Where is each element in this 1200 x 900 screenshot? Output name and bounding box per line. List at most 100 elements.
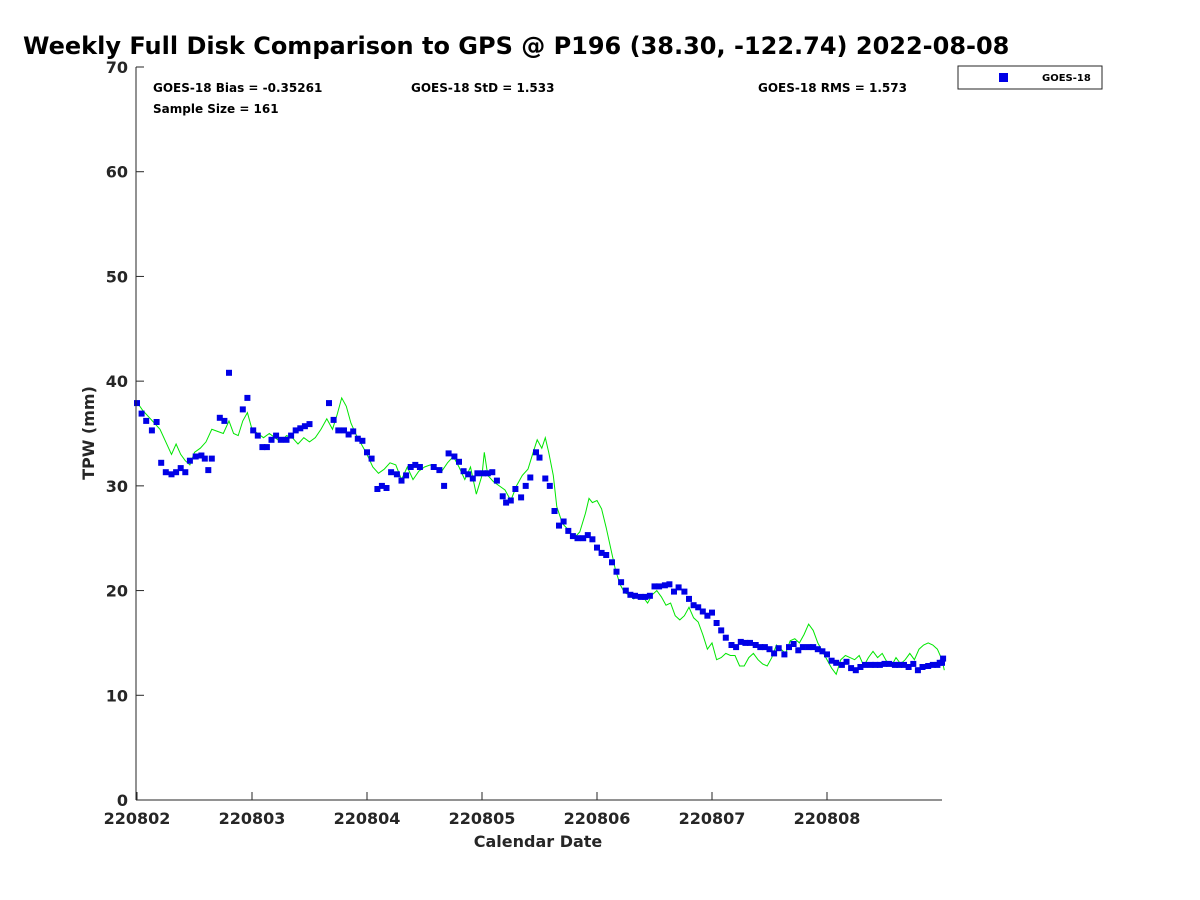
goes-18-point — [786, 644, 792, 651]
rms-stat: GOES-18 RMS = 1.573 — [758, 81, 907, 95]
goes-18-point — [872, 661, 879, 668]
goes-18-point — [805, 644, 812, 651]
plot-area — [134, 67, 947, 801]
y-tick-label: 20 — [106, 582, 128, 601]
goes-18-point — [781, 651, 788, 658]
goes-18-point — [345, 431, 352, 438]
goes-18-point — [637, 593, 644, 600]
x-tick-label: 220808 — [794, 809, 861, 828]
x-tick-label: 220805 — [449, 809, 516, 828]
goes-18-point — [301, 423, 308, 430]
legend: GOES-18 — [957, 65, 1103, 90]
goes-18-point — [292, 427, 299, 434]
goes-18-point — [627, 591, 634, 598]
goes-18-point — [598, 549, 605, 556]
goes-18-point — [594, 544, 600, 551]
goes-18-point — [416, 464, 423, 470]
goes-18-point — [268, 436, 275, 443]
x-axis-label: Calendar Date — [474, 832, 603, 851]
goes-18-point — [666, 581, 673, 588]
goes-18-point — [589, 536, 596, 543]
goes-18-point — [929, 661, 936, 668]
goes-18-point — [565, 527, 572, 534]
goes-18-point — [814, 646, 821, 653]
goes-18-point — [695, 604, 702, 611]
goes-18-point — [609, 559, 615, 566]
goes-18-point — [182, 469, 189, 476]
goes-18-point — [618, 579, 625, 586]
y-axis-ticks: 0 10 20 30 40 50 60 70 — [106, 58, 144, 810]
goes-18-point — [186, 457, 193, 464]
goes-18-point — [737, 638, 744, 645]
goes-18-point — [914, 667, 921, 674]
goes-18-point — [656, 583, 663, 590]
goes-18-point — [254, 432, 261, 439]
goes-18-point — [512, 486, 519, 492]
goes-18-point — [451, 453, 458, 460]
legend-label-goes-18: GOES-18 — [1042, 73, 1091, 84]
goes-18-point — [843, 658, 850, 665]
x-tick-label: 220804 — [334, 809, 401, 828]
goes-18-point — [522, 482, 529, 489]
goes-18-point — [216, 414, 223, 421]
goes-18-point — [288, 432, 295, 439]
goes-18-point — [143, 417, 150, 424]
goes-18-point — [177, 465, 184, 472]
goes-18-point — [761, 644, 768, 651]
goes-18-point — [819, 648, 826, 655]
goes-18-point — [876, 661, 883, 668]
goes-18-point — [790, 641, 797, 647]
goes-18-point — [173, 469, 180, 476]
y-tick-label: 10 — [106, 686, 128, 705]
goes-18-point — [484, 470, 491, 477]
goes-18-point — [277, 436, 284, 443]
goes-18-point — [134, 400, 140, 407]
goes-18-point — [330, 416, 337, 423]
goes-18-point — [480, 470, 487, 477]
goes-18-point — [905, 664, 912, 670]
goes-18-point — [518, 494, 525, 501]
goes-18-point — [542, 475, 549, 482]
y-axis-label: TPW (mm) — [79, 386, 98, 480]
goes-18-point — [364, 449, 370, 456]
goes-18-point — [198, 452, 205, 459]
goes-18-point — [651, 583, 658, 590]
goes-18-point — [378, 482, 385, 489]
goes-18-point — [766, 646, 773, 653]
x-tick-label: 220802 — [104, 809, 171, 828]
goes-18-point — [201, 455, 208, 462]
y-tick-label: 70 — [106, 58, 128, 77]
goes-18-point — [896, 661, 903, 668]
goes-18-point — [580, 535, 587, 542]
goes-18-point — [551, 508, 558, 514]
goes-18-point — [283, 436, 290, 443]
goes-18-point — [891, 661, 898, 668]
y-tick-label: 30 — [106, 477, 128, 496]
goes-18-point — [622, 587, 629, 594]
goes-18-point — [499, 493, 506, 500]
goes-18-point — [852, 667, 859, 674]
goes-18-point — [867, 661, 874, 668]
goes-18-point — [833, 659, 840, 666]
goes-18-point — [795, 647, 802, 654]
goes-18-point — [690, 602, 697, 609]
goes-18-point — [936, 659, 943, 666]
goes-18-point — [383, 485, 390, 491]
goes-18-point — [919, 664, 926, 670]
goes-18-point — [162, 469, 169, 476]
legend-marker-goes-18 — [999, 73, 1008, 82]
legend-box — [957, 65, 1103, 90]
goes-18-point — [341, 427, 347, 434]
goes-18-point — [445, 450, 452, 457]
x-axis-ticks: 220802 220803 220804 220805 220806 220807 2208… — [104, 792, 861, 828]
goes-18-point — [536, 454, 543, 461]
goes-18-point — [901, 661, 907, 668]
goes-18-point — [556, 522, 562, 529]
std-stat: GOES-18 StD = 1.533 — [411, 81, 554, 95]
goes-18-point — [474, 470, 481, 477]
goes-18-point — [910, 660, 917, 667]
goes-18-point — [675, 584, 682, 591]
goes-18-point — [810, 644, 817, 651]
goes-18-point — [699, 608, 706, 615]
goes-18-point — [546, 482, 553, 489]
